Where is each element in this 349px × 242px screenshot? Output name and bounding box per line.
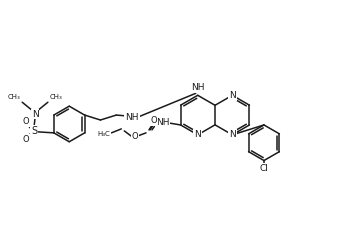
Text: S: S xyxy=(31,126,37,136)
Text: O: O xyxy=(23,135,29,144)
Text: Cl: Cl xyxy=(260,164,268,173)
Text: CH₃: CH₃ xyxy=(8,94,21,100)
Text: NH: NH xyxy=(156,119,170,128)
Text: N: N xyxy=(32,110,38,119)
Text: NH: NH xyxy=(191,83,205,92)
Text: O: O xyxy=(23,117,29,127)
Text: N: N xyxy=(229,130,236,139)
Text: N: N xyxy=(229,91,236,100)
Text: O: O xyxy=(132,132,139,141)
Text: NH: NH xyxy=(125,113,139,121)
Text: CH₃: CH₃ xyxy=(50,94,62,100)
Text: N: N xyxy=(194,130,201,139)
Text: H₃C: H₃C xyxy=(97,131,110,137)
Text: O: O xyxy=(151,116,157,126)
